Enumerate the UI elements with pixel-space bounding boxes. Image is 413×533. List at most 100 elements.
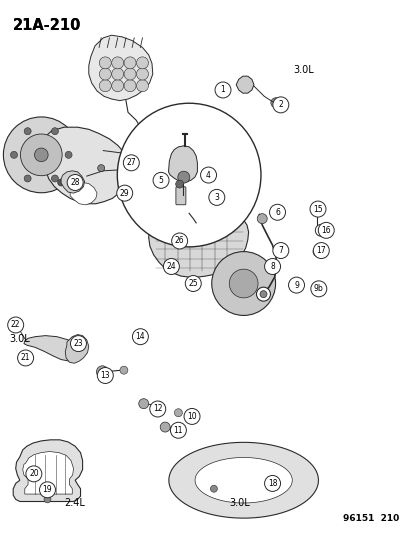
Circle shape [99, 68, 111, 80]
Text: 17: 17 [316, 246, 325, 255]
Circle shape [315, 224, 327, 236]
Text: 7: 7 [278, 246, 282, 255]
Circle shape [65, 151, 72, 158]
Circle shape [150, 401, 165, 417]
Text: 5: 5 [158, 176, 163, 185]
Text: 3.0L: 3.0L [229, 498, 249, 508]
Text: 9: 9 [293, 280, 298, 289]
Circle shape [116, 185, 133, 201]
Text: 20: 20 [29, 470, 38, 478]
Text: 27: 27 [126, 158, 136, 167]
Text: 9b: 9b [313, 284, 323, 293]
Text: 21: 21 [21, 353, 30, 362]
Circle shape [20, 134, 62, 176]
Text: 16: 16 [320, 226, 330, 235]
Circle shape [120, 366, 128, 374]
Circle shape [9, 320, 21, 332]
Circle shape [132, 329, 148, 345]
Circle shape [18, 350, 33, 366]
Circle shape [24, 175, 31, 182]
Text: 28: 28 [70, 178, 80, 187]
Circle shape [174, 409, 182, 417]
Polygon shape [88, 35, 152, 101]
Polygon shape [23, 451, 74, 494]
Circle shape [175, 180, 183, 188]
Circle shape [185, 276, 201, 292]
Text: 10: 10 [187, 412, 196, 421]
Circle shape [318, 228, 323, 233]
Text: 15: 15 [312, 205, 322, 214]
Circle shape [34, 148, 48, 161]
Polygon shape [169, 442, 318, 518]
Text: 12: 12 [153, 405, 162, 414]
Circle shape [171, 233, 187, 249]
Circle shape [99, 57, 111, 69]
Circle shape [57, 179, 64, 186]
Text: 8: 8 [270, 262, 274, 271]
Circle shape [184, 408, 199, 424]
Circle shape [136, 68, 148, 80]
Circle shape [264, 259, 280, 274]
Circle shape [10, 151, 17, 158]
Polygon shape [13, 440, 83, 502]
Circle shape [318, 222, 333, 238]
Circle shape [51, 175, 58, 182]
Text: 21A-210: 21A-210 [12, 18, 81, 33]
Text: 18: 18 [267, 479, 277, 488]
Polygon shape [70, 182, 97, 205]
Circle shape [210, 485, 217, 492]
Circle shape [97, 368, 113, 383]
Text: 22: 22 [11, 320, 20, 329]
Circle shape [99, 80, 111, 92]
Polygon shape [168, 146, 197, 182]
Circle shape [67, 174, 83, 190]
Circle shape [112, 80, 123, 92]
Text: 14: 14 [135, 332, 145, 341]
Text: 21A-210: 21A-210 [12, 18, 81, 33]
Text: 6: 6 [274, 208, 279, 217]
FancyBboxPatch shape [176, 187, 185, 205]
Circle shape [97, 165, 104, 172]
Circle shape [256, 287, 270, 301]
Circle shape [51, 128, 58, 135]
Circle shape [160, 422, 170, 432]
Circle shape [309, 201, 325, 217]
Text: 1: 1 [220, 85, 225, 94]
Circle shape [259, 290, 266, 297]
Circle shape [208, 189, 224, 205]
Polygon shape [236, 76, 253, 93]
Text: 2: 2 [278, 100, 282, 109]
Circle shape [39, 482, 55, 498]
Circle shape [153, 172, 169, 188]
Circle shape [269, 204, 285, 220]
Circle shape [44, 496, 51, 503]
Text: 3: 3 [214, 193, 219, 202]
Circle shape [229, 269, 257, 298]
Circle shape [170, 422, 186, 438]
Circle shape [256, 214, 266, 224]
Circle shape [3, 117, 79, 193]
Circle shape [175, 424, 183, 432]
Circle shape [310, 281, 326, 297]
Circle shape [124, 68, 136, 80]
Circle shape [270, 98, 280, 108]
Polygon shape [148, 197, 248, 277]
Text: 3.0L: 3.0L [292, 65, 313, 75]
Circle shape [163, 259, 179, 274]
Circle shape [288, 277, 304, 293]
Circle shape [20, 351, 30, 361]
Text: 3.0L: 3.0L [9, 334, 30, 344]
Circle shape [313, 243, 328, 259]
Polygon shape [195, 457, 292, 503]
Polygon shape [311, 203, 320, 214]
Polygon shape [65, 335, 88, 364]
Circle shape [138, 399, 148, 409]
Text: 25: 25 [188, 279, 197, 288]
Text: 11: 11 [173, 426, 183, 435]
Circle shape [124, 57, 136, 69]
Text: 2.4L: 2.4L [64, 498, 85, 508]
Circle shape [96, 366, 108, 378]
Circle shape [272, 97, 288, 113]
Circle shape [136, 330, 145, 339]
Text: 23: 23 [74, 339, 83, 348]
